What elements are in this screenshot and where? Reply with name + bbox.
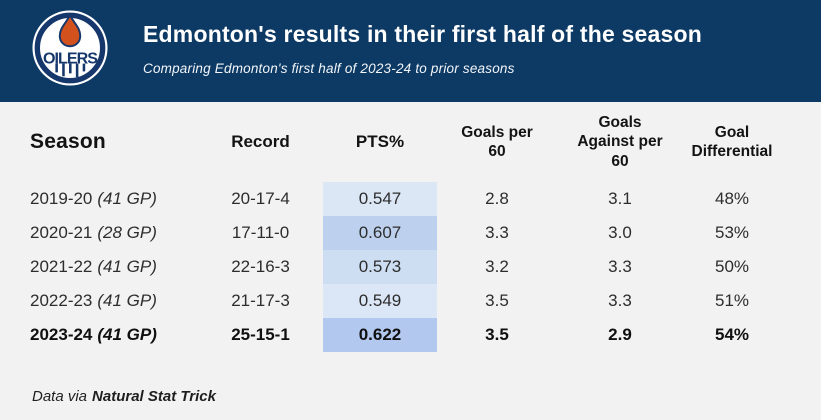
games-played-label: (41 GP) xyxy=(97,291,157,310)
goals-per-60-cell: 3.5 xyxy=(485,291,509,310)
goals-per-60-cell: 2.8 xyxy=(485,189,509,208)
record-cell: 17-11-0 xyxy=(231,223,290,242)
stats-table: Season Record PTS% Goals per 60 Goals Ag… xyxy=(0,102,781,352)
goals-against-per-60-cell: 3.0 xyxy=(608,223,632,242)
pts-pct-cell: 0.607 xyxy=(323,216,437,250)
table-header-row: Season Record PTS% Goals per 60 Goals Ag… xyxy=(0,102,781,182)
oilers-logo-text: OILERS xyxy=(43,50,98,68)
data-source-attribution: Data via Natural Stat Trick xyxy=(32,388,216,405)
table-row-current-season: 2023-24 (41 GP) 25-15-1 0.622 3.5 2.9 54% xyxy=(0,318,781,352)
goal-differential-cell: 51% xyxy=(714,291,750,310)
season-cell: 2019-20 (41 GP) xyxy=(30,189,157,208)
games-played-label: (41 GP) xyxy=(97,325,157,344)
record-cell: 25-15-1 xyxy=(231,325,290,344)
pts-pct-cell: 0.622 xyxy=(323,318,437,352)
record-cell: 21-17-3 xyxy=(231,291,290,310)
attribution-prefix: Data via xyxy=(32,388,88,405)
page-title: Edmonton's results in their first half o… xyxy=(143,21,702,47)
attribution-source: Natural Stat Trick xyxy=(92,388,216,405)
header-titles: Edmonton's results in their first half o… xyxy=(143,21,803,76)
season-cell: 2021-22 (41 GP) xyxy=(30,257,157,276)
column-header-goals-per-60: Goals per 60 xyxy=(461,123,533,160)
goals-per-60-cell: 3.5 xyxy=(485,325,509,344)
season-cell: 2022-23 (41 GP) xyxy=(30,291,157,310)
oilers-logo-drips xyxy=(55,63,86,78)
goal-differential-cell: 54% xyxy=(714,325,750,344)
pts-pct-cell: 0.573 xyxy=(323,250,437,284)
goals-against-per-60-cell: 3.3 xyxy=(608,291,632,310)
goal-differential-cell: 48% xyxy=(714,189,750,208)
column-header-pts-pct: PTS% xyxy=(355,132,405,152)
table-row: 2020-21 (28 GP) 17-11-0 0.607 3.3 3.0 53% xyxy=(0,216,781,250)
table-row: 2019-20 (41 GP) 20-17-4 0.547 2.8 3.1 48% xyxy=(0,182,781,216)
header-band: OILERS Edmonton's results in their first… xyxy=(0,0,821,102)
column-header-season: Season xyxy=(30,129,106,153)
goals-against-per-60-cell: 3.1 xyxy=(608,189,632,208)
goals-per-60-cell: 3.3 xyxy=(485,223,509,242)
column-header-goal-differential: Goal Differential xyxy=(691,123,773,160)
games-played-label: (41 GP) xyxy=(97,257,157,276)
table-row: 2021-22 (41 GP) 22-16-3 0.573 3.2 3.3 50% xyxy=(0,250,781,284)
oilers-logo-icon: OILERS xyxy=(32,10,108,86)
record-cell: 22-16-3 xyxy=(231,257,290,276)
page-subtitle: Comparing Edmonton's first half of 2023-… xyxy=(143,60,515,76)
column-header-goals-against-per-60: Goals Against per 60 xyxy=(577,113,663,170)
season-cell: 2023-24 (41 GP) xyxy=(30,325,157,344)
goals-against-per-60-cell: 3.3 xyxy=(608,257,632,276)
goal-differential-cell: 53% xyxy=(714,223,750,242)
season-cell: 2020-21 (28 GP) xyxy=(30,223,157,242)
goals-per-60-cell: 3.2 xyxy=(485,257,509,276)
pts-pct-cell: 0.547 xyxy=(323,182,437,216)
goals-against-per-60-cell: 2.9 xyxy=(608,325,632,344)
record-cell: 20-17-4 xyxy=(231,189,290,208)
games-played-label: (41 GP) xyxy=(97,189,157,208)
goal-differential-cell: 50% xyxy=(714,257,750,276)
table-row: 2022-23 (41 GP) 21-17-3 0.549 3.5 3.3 51% xyxy=(0,284,781,318)
pts-pct-cell: 0.549 xyxy=(323,284,437,318)
column-header-record: Record xyxy=(231,132,290,152)
games-played-label: (28 GP) xyxy=(97,223,157,242)
